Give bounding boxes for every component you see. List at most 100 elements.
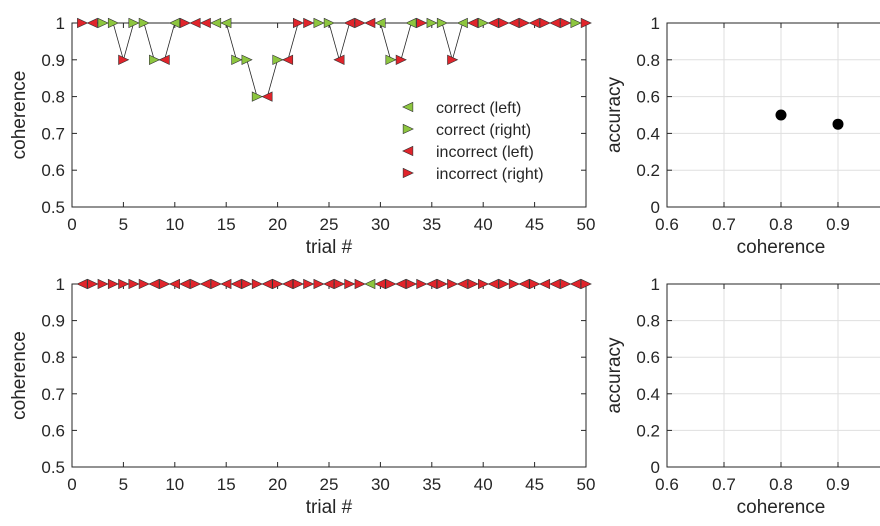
- trial-marker: [292, 278, 305, 290]
- y-tick-label: 0.6: [41, 421, 65, 440]
- y-tick-label: 1: [56, 14, 65, 33]
- trial-marker: [560, 278, 572, 290]
- trial-marker: [416, 278, 428, 290]
- legend-entry: incorrect (left): [436, 144, 534, 161]
- trial-marker: [354, 278, 366, 290]
- trial-marker: [385, 278, 397, 290]
- trial-marker: [149, 54, 161, 65]
- trial-marker: [343, 17, 355, 29]
- trial-marker: [456, 17, 468, 29]
- trial-marker: [261, 278, 273, 290]
- x-axis-label: trial #: [306, 497, 353, 518]
- trial-marker: [364, 17, 376, 29]
- trial-marker: [230, 278, 242, 290]
- trial-marker: [580, 17, 592, 29]
- trial-marker: [549, 17, 561, 29]
- trial-marker: [333, 54, 345, 65]
- trial-marker: [128, 278, 140, 290]
- trial-marker: [560, 17, 572, 29]
- y-tick-label: 0.8: [636, 51, 660, 70]
- trial-marker: [539, 17, 551, 29]
- y-tick-label: 0.6: [636, 348, 660, 367]
- legend-marker: [402, 101, 414, 113]
- y-tick-label: 0: [651, 458, 660, 477]
- x-tick-label: 20: [268, 215, 287, 234]
- x-tick-label: 5: [119, 475, 128, 494]
- trial-marker: [97, 17, 109, 29]
- trials-bottom-panel: 0 5 10 15 20 25 30 35 40 45 50 0.5 0.6 0.7 0.8 0.9 1 tria…: [9, 275, 595, 518]
- trial-marker: [405, 17, 417, 29]
- trial-marker: [303, 278, 315, 290]
- x-axis-label: trial #: [306, 237, 353, 258]
- x-tick-label: 35: [422, 475, 441, 494]
- trial-marker: [241, 278, 253, 290]
- trial-marker: [303, 17, 315, 29]
- trial-marker: [395, 278, 407, 290]
- x-tick-label: 45: [525, 215, 544, 234]
- x-tick-label: 10: [165, 475, 184, 494]
- trial-marker: [354, 17, 366, 29]
- trial-marker: [190, 278, 202, 290]
- trial-marker: [118, 54, 130, 65]
- y-tick-label: 0.2: [636, 161, 660, 180]
- trial-marker: [251, 91, 263, 102]
- x-tick-label: 30: [371, 475, 390, 494]
- trial-marker: [426, 17, 438, 29]
- trial-marker: [487, 17, 499, 29]
- trial-marker: [549, 278, 561, 290]
- x-tick-label: 15: [217, 215, 236, 234]
- x-tick-label: 0.8: [769, 475, 793, 494]
- x-tick-label: 15: [217, 475, 236, 494]
- trial-marker: [281, 278, 294, 290]
- trial-marker: [508, 17, 520, 29]
- x-tick-label: 45: [525, 475, 544, 494]
- x-tick-label: 35: [422, 215, 441, 234]
- trial-marker: [158, 54, 170, 65]
- y-axis-label: accuracy: [604, 76, 625, 153]
- x-tick-label: 0.7: [712, 475, 736, 494]
- trial-marker: [148, 278, 160, 290]
- trial-marker: [210, 17, 222, 29]
- trial-marker: [87, 278, 99, 290]
- trial-marker: [570, 17, 582, 29]
- trial-marker: [406, 278, 418, 290]
- trial-marker: [374, 278, 386, 290]
- legend-entry: correct (right): [436, 122, 531, 139]
- x-tick-label: 25: [320, 215, 339, 234]
- trial-marker: [447, 54, 459, 65]
- trial-marker: [467, 17, 479, 29]
- trial-marker: [498, 17, 510, 29]
- x-tick-label: 50: [577, 475, 596, 494]
- y-tick-label: 0.4: [636, 124, 660, 143]
- trial-marker: [138, 17, 150, 29]
- trial-marker: [395, 54, 407, 65]
- trial-marker: [456, 278, 468, 290]
- trial-marker: [168, 17, 180, 29]
- x-tick-label: 0.8: [769, 215, 793, 234]
- trial-marker: [334, 278, 346, 290]
- trial-marker: [272, 278, 284, 290]
- x-tick-label: 0.9: [826, 475, 850, 494]
- trial-marker: [241, 54, 253, 65]
- y-tick-label: 0.9: [41, 312, 65, 331]
- y-tick-label: 0.2: [636, 421, 660, 440]
- legend-entry: correct (left): [436, 100, 521, 117]
- trial-marker: [76, 278, 88, 290]
- x-axis-label: coherence: [737, 237, 826, 258]
- y-axis-label: coherence: [9, 331, 30, 420]
- trial-marker: [528, 17, 540, 29]
- x-tick-label: 0.9: [826, 215, 850, 234]
- y-tick-label: 0.8: [41, 348, 65, 367]
- axes-box: [666, 22, 880, 208]
- trial-marker: [364, 278, 376, 290]
- trial-marker: [199, 278, 211, 290]
- y-tick-label: 0.6: [41, 161, 65, 180]
- x-tick-label: 10: [165, 215, 184, 234]
- x-tick-label: 0.6: [655, 475, 679, 494]
- trial-marker: [436, 278, 448, 290]
- trial-marker: [179, 17, 191, 29]
- trial-marker: [159, 278, 171, 290]
- trial-marker: [344, 278, 356, 290]
- x-tick-label: 5: [119, 215, 128, 234]
